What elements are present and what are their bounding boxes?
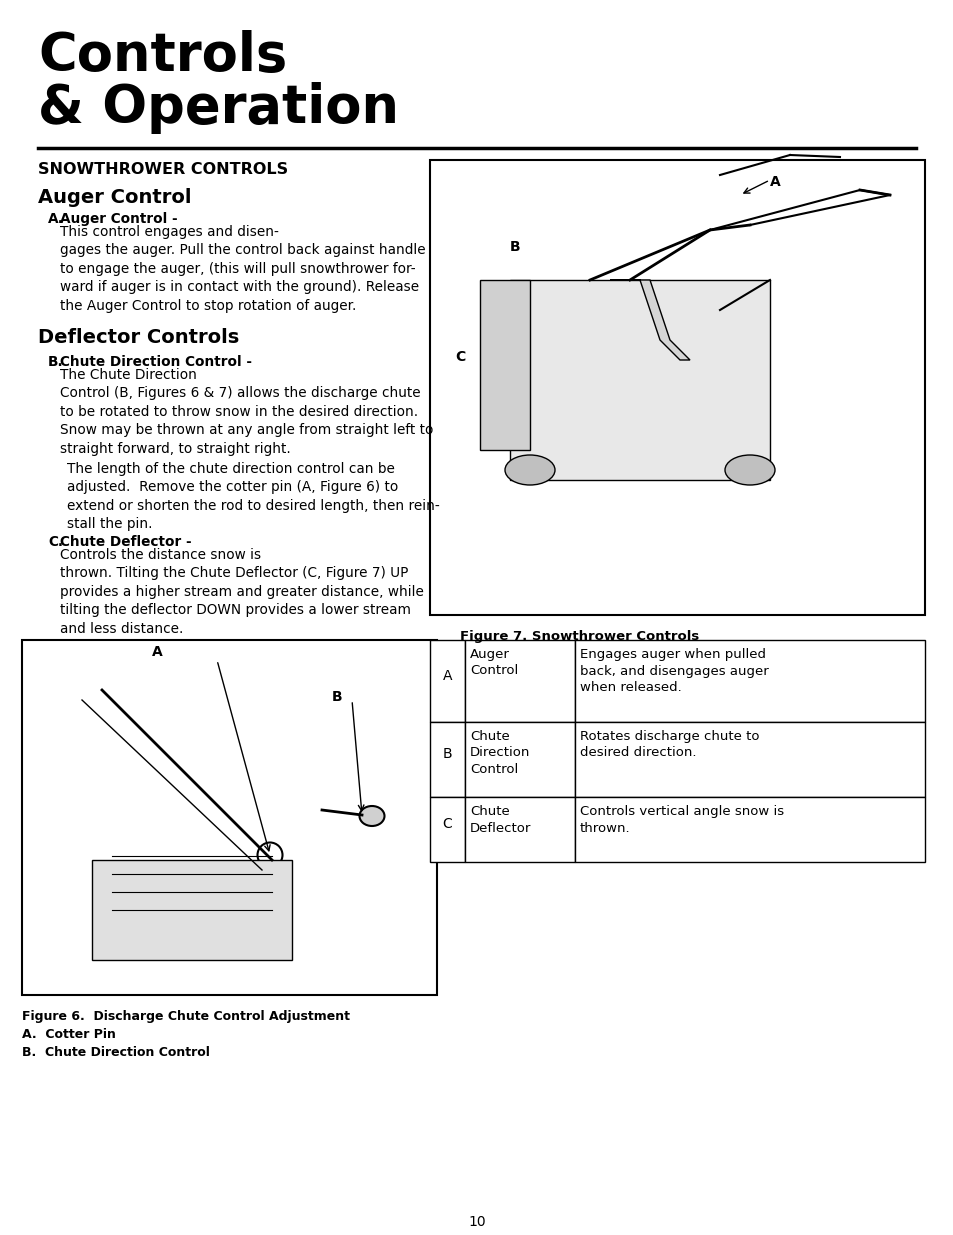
Text: Figure 6.  Discharge Chute Control Adjustment
A.  Cotter Pin
B.  Chute Direction: Figure 6. Discharge Chute Control Adjust… (22, 1010, 350, 1058)
Text: B: B (510, 240, 520, 254)
Bar (430, 161, 924, 615)
Text: Controls: Controls (38, 30, 287, 82)
Bar (479, 280, 530, 450)
Text: Controls vertical angle snow is
thrown.: Controls vertical angle snow is thrown. (579, 805, 783, 835)
Text: SNOWTHROWER CONTROLS: SNOWTHROWER CONTROLS (38, 162, 288, 177)
Text: A.: A. (48, 212, 64, 226)
Bar (575, 640, 924, 722)
Bar (575, 722, 924, 797)
Text: B: B (332, 690, 342, 704)
Text: B.: B. (48, 354, 64, 369)
Text: Deflector Controls: Deflector Controls (38, 329, 239, 347)
Text: Controls the distance snow is
thrown. Tilting the Chute Deflector (C, Figure 7) : Controls the distance snow is thrown. Ti… (60, 548, 423, 636)
Text: Chute
Deflector: Chute Deflector (470, 805, 531, 835)
Bar (22, 640, 436, 995)
Text: Chute
Direction
Control: Chute Direction Control (470, 730, 530, 776)
Text: Chute Deflector -: Chute Deflector - (60, 535, 192, 550)
Text: Figure 7. Snowthrower Controls: Figure 7. Snowthrower Controls (459, 630, 699, 643)
Text: The length of the chute direction control can be
adjusted.  Remove the cotter pi: The length of the chute direction contro… (67, 462, 439, 531)
Bar (91, 860, 292, 960)
Text: C: C (442, 818, 452, 831)
Text: Auger Control: Auger Control (38, 188, 192, 207)
Bar (464, 640, 575, 722)
Ellipse shape (724, 454, 774, 485)
Bar (430, 640, 464, 722)
Text: Auger
Control: Auger Control (470, 648, 517, 678)
Bar (464, 722, 575, 797)
Bar (464, 797, 575, 862)
Bar (430, 797, 464, 862)
Text: Engages auger when pulled
back, and disengages auger
when released.: Engages auger when pulled back, and dise… (579, 648, 768, 694)
Bar (430, 722, 464, 797)
Text: The Chute Direction
Control (B, Figures 6 & 7) allows the discharge chute
to be : The Chute Direction Control (B, Figures … (60, 368, 433, 456)
Polygon shape (609, 280, 689, 359)
Text: C: C (455, 350, 465, 364)
Text: & Operation: & Operation (38, 82, 398, 135)
Text: A: A (152, 645, 163, 659)
Text: A: A (442, 669, 452, 683)
Ellipse shape (504, 454, 555, 485)
Ellipse shape (359, 806, 384, 826)
Text: C.: C. (48, 535, 63, 550)
Text: Chute Direction Control -: Chute Direction Control - (60, 354, 252, 369)
Text: B: B (442, 747, 452, 762)
Text: Auger Control -: Auger Control - (60, 212, 177, 226)
Bar (510, 280, 769, 480)
Text: 10: 10 (468, 1215, 485, 1229)
Text: This control engages and disen-
gages the auger. Pull the control back against h: This control engages and disen- gages th… (60, 225, 425, 312)
Bar (575, 797, 924, 862)
Ellipse shape (257, 842, 282, 867)
Text: A: A (769, 175, 780, 189)
Text: Rotates discharge chute to
desired direction.: Rotates discharge chute to desired direc… (579, 730, 759, 760)
